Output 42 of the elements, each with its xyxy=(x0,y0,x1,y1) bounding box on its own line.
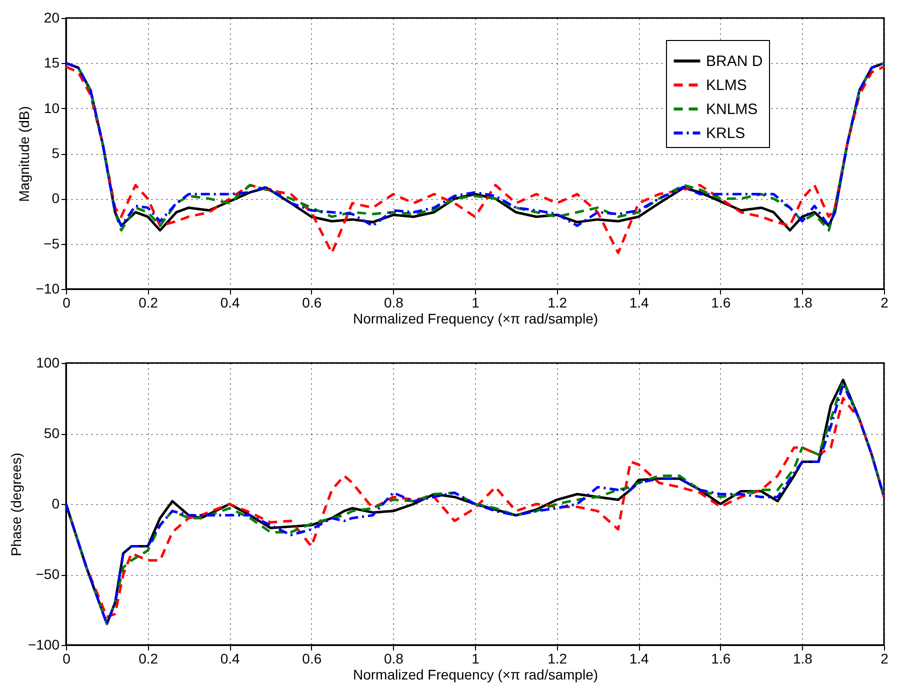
x-tick-label: 1.2 xyxy=(548,650,568,666)
x-axis-title: Normalized Frequency (×π rad/sample) xyxy=(352,310,598,326)
y-tick-label: −5 xyxy=(44,235,60,252)
x-tick-label: 0.2 xyxy=(138,650,158,666)
x-tick-label: 2 xyxy=(880,294,889,310)
legend-label: KNLMS xyxy=(706,101,758,118)
y-axis-title: Magnitude (dB) xyxy=(16,106,32,202)
x-tick-label: 1.2 xyxy=(548,294,568,310)
x-tick-label: 2 xyxy=(880,650,889,666)
x-tick-label: 1.4 xyxy=(629,650,650,666)
y-tick-label: 0 xyxy=(52,496,60,512)
x-tick-label: 1.8 xyxy=(792,650,813,666)
x-tick-label: 1 xyxy=(472,294,480,310)
y-tick-label: 0 xyxy=(52,190,60,206)
y-tick-label: −10 xyxy=(36,280,60,296)
x-tick-label: 0 xyxy=(62,650,71,666)
x-tick-label: 0.2 xyxy=(138,294,158,310)
x-tick-label: 1.6 xyxy=(711,294,731,310)
x-tick-label: 1.8 xyxy=(792,294,813,310)
x-tick-label: 0.6 xyxy=(302,294,322,310)
y-tick-label: −50 xyxy=(36,566,60,582)
legend-label: KRLS xyxy=(706,125,746,142)
y-tick-label: −100 xyxy=(28,636,60,652)
x-tick-label: 0.8 xyxy=(384,650,404,666)
y-tick-label: 10 xyxy=(44,100,60,116)
legend-label: KLMS xyxy=(706,77,747,94)
x-tick-label: 1 xyxy=(472,650,480,666)
y-tick-label: 50 xyxy=(44,425,60,441)
x-tick-label: 0 xyxy=(62,294,71,310)
x-axis-title: Normalized Frequency (×π rad/sample) xyxy=(352,666,598,682)
x-tick-label: 1.4 xyxy=(629,294,650,310)
y-tick-label: 100 xyxy=(36,354,60,370)
y-tick-label: 15 xyxy=(44,54,60,71)
x-tick-label: 0.4 xyxy=(220,650,240,666)
y-tick-label: 5 xyxy=(52,145,60,161)
y-tick-label: 20 xyxy=(44,10,60,26)
x-tick-label: 1.6 xyxy=(711,650,731,666)
y-axis-title: Phase (degrees) xyxy=(8,452,24,556)
x-tick-label: 0.4 xyxy=(220,294,240,310)
x-tick-label: 0.6 xyxy=(302,650,322,666)
x-tick-label: 0.8 xyxy=(384,294,404,310)
legend-label: BRAN D xyxy=(706,53,763,70)
